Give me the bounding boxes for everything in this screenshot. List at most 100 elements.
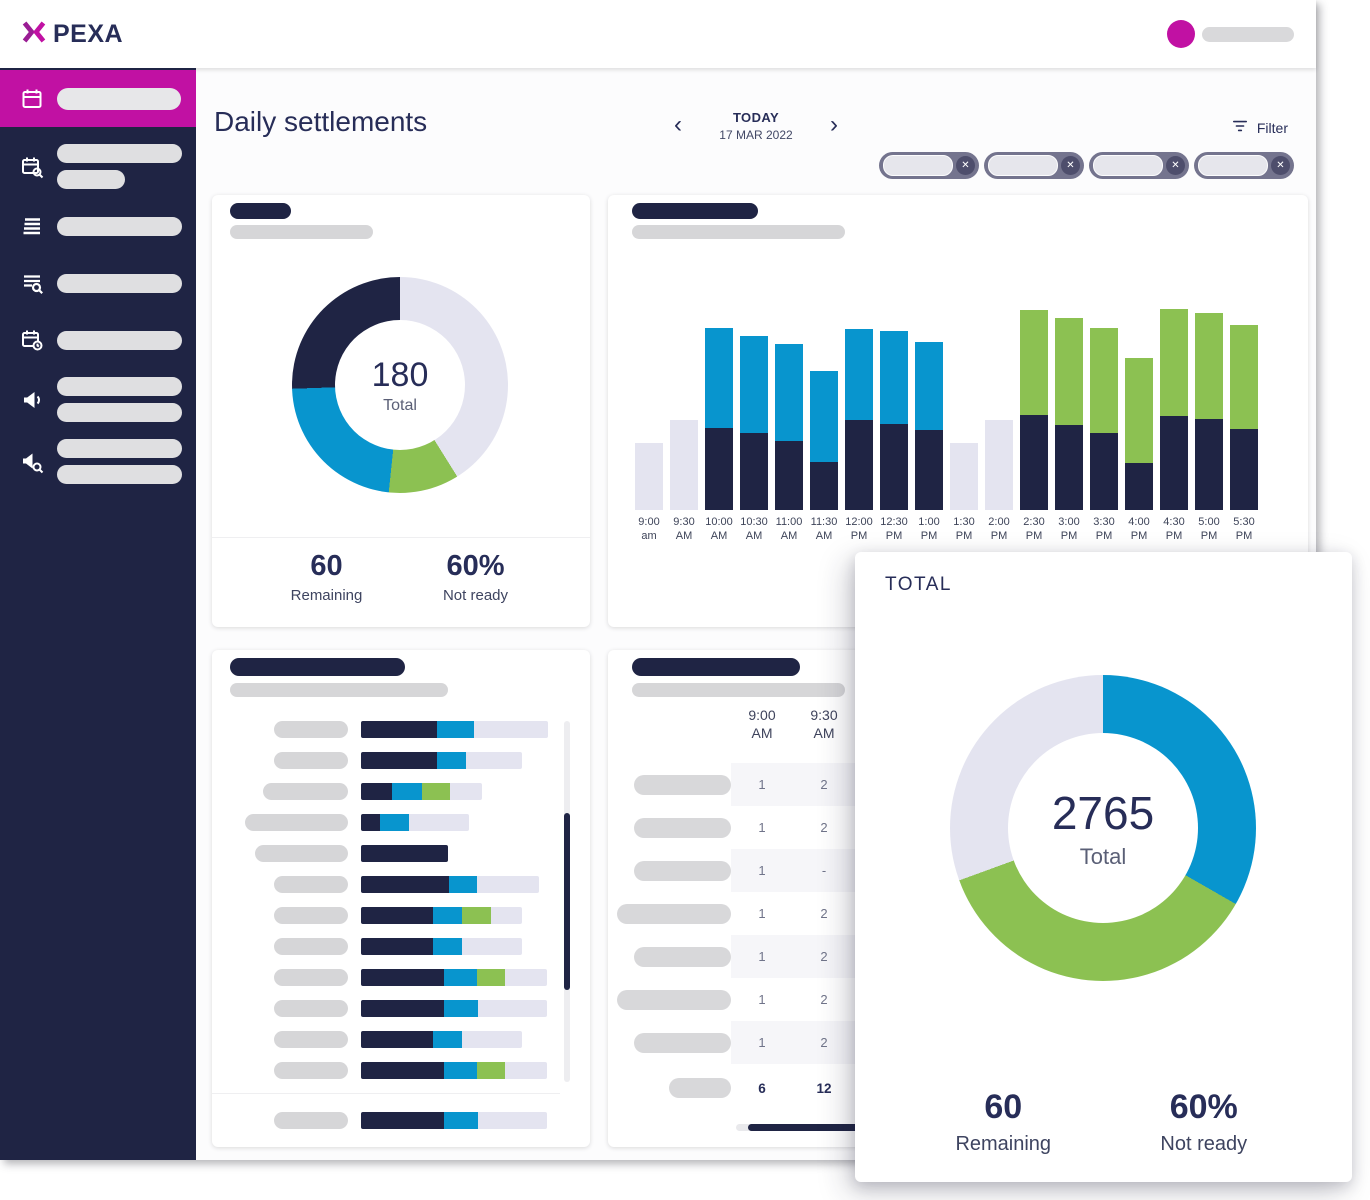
total-label-placeholder (669, 1078, 731, 1098)
bar-10:00-AM (705, 328, 733, 510)
hbar-segment-blue (444, 1000, 478, 1017)
row-label-placeholder (634, 1032, 731, 1053)
hbar-segment-navy (361, 752, 437, 769)
row-label-placeholder (263, 783, 348, 800)
table-cell: - (821, 863, 827, 878)
total-values: 6 12 (731, 1064, 1308, 1112)
hbar-segment-muted (491, 907, 522, 924)
sidebar-item-labels (57, 144, 182, 189)
donut-chart-total: 2765 Total (950, 675, 1256, 981)
x-axis-label-meridiem: PM (990, 530, 1008, 542)
hbar-row (212, 838, 560, 869)
chip-remove-button[interactable]: ✕ (1271, 156, 1290, 175)
sidebar-item-7[interactable] (0, 439, 196, 484)
not-ready-value: 60% (1169, 1088, 1238, 1126)
row-label-placeholder (634, 774, 731, 795)
chip-remove-button[interactable]: ✕ (1166, 156, 1185, 175)
bar-segment-navy (1230, 429, 1258, 510)
calendar-clock-icon (20, 328, 44, 352)
sidebar-item-3[interactable] (0, 206, 196, 246)
user-menu[interactable] (1167, 20, 1294, 48)
avatar[interactable] (1167, 20, 1195, 48)
table-total-cell: 12 (816, 1080, 832, 1096)
chip-remove-button[interactable]: ✕ (956, 156, 975, 175)
hbar-segment-blue (433, 938, 462, 955)
column-header: 9:00 AM (731, 706, 793, 742)
remaining-value: 60 (984, 1088, 1023, 1126)
card-title-placeholder (632, 203, 758, 219)
row-label-placeholder (274, 1031, 348, 1048)
hbar (361, 1031, 522, 1048)
filter-chip-1[interactable]: ✕ (879, 152, 979, 179)
bar-3:30-PM (1090, 328, 1118, 510)
filter-chip-3[interactable]: ✕ (1089, 152, 1189, 179)
x-axis-label: 4:30 PM (1160, 515, 1188, 543)
x-axis-label-time: 5:30 (1233, 516, 1255, 528)
x-axis-label-meridiem: AM (675, 530, 693, 542)
filter-chip-2[interactable]: ✕ (984, 152, 1084, 179)
x-axis-label-time: 12:30 (880, 516, 908, 528)
date-navigator: ‹ TODAY 17 MAR 2022 › (674, 110, 838, 142)
next-day-button[interactable]: › (830, 111, 838, 138)
row-label-zone (212, 752, 348, 769)
hbar (361, 814, 469, 831)
filter-button[interactable]: Filter (1231, 118, 1288, 137)
stat-remaining: 60 Remaining (903, 1076, 1104, 1156)
hbar-segment-blue (444, 1062, 477, 1079)
scrollbar-thumb[interactable] (564, 813, 570, 990)
sidebar-label-placeholder (57, 273, 182, 293)
sidebar-label-placeholder (57, 87, 181, 110)
logo-text: PEXA (53, 19, 124, 48)
bar-2:00-PM (985, 420, 1013, 510)
row-label-zone (212, 1062, 348, 1079)
prev-day-button[interactable]: ‹ (674, 111, 682, 138)
x-axis-label-meridiem: am (641, 530, 657, 542)
bar-segment-green (1230, 325, 1258, 429)
hbar-segment-muted (466, 752, 522, 769)
pexa-logo-icon (22, 20, 46, 48)
hbar-segment-blue (433, 1031, 462, 1048)
hbar (361, 876, 539, 893)
row-label-zone (212, 721, 348, 738)
overlay-stats: 60 Remaining 60% Not ready (855, 1076, 1352, 1156)
card-title-placeholder (230, 203, 291, 219)
row-label-placeholder (274, 969, 348, 986)
bar-segment-blue (880, 331, 908, 424)
x-axis-label-time: 10:00 (705, 516, 733, 528)
sidebar-item-5[interactable] (0, 320, 196, 360)
sidebar-label-placeholder (57, 377, 182, 396)
bar-9:30-AM (670, 420, 698, 510)
donut-total-value: 2765 (1051, 787, 1155, 839)
sidebar-item-4[interactable] (0, 263, 196, 303)
sidebar-item-1[interactable] (0, 70, 196, 127)
hbar-segment-navy (361, 1000, 444, 1017)
topbar: PEXA (0, 0, 1316, 68)
sidebar-item-6[interactable] (0, 377, 196, 422)
sidebar-label-placeholder (57, 330, 182, 350)
row-label-placeholder (274, 876, 348, 893)
hbar (361, 938, 522, 955)
bar-segment-blue (845, 329, 873, 420)
hbar-segment-muted (409, 814, 469, 831)
chip-value-placeholder (1198, 155, 1268, 176)
bar-segment-green (1195, 313, 1223, 419)
sidebar-item-labels (57, 273, 182, 293)
table-total-row: 6 12 (608, 1064, 1308, 1112)
row-label-placeholder (274, 1000, 348, 1017)
vertical-scrollbar[interactable] (564, 721, 570, 1082)
row-label-placeholder (617, 903, 731, 924)
donut-chart-daily: 180 Total (292, 277, 508, 493)
x-axis-label: 11:30 AM (810, 515, 838, 543)
sidebar-item-2[interactable] (0, 144, 196, 189)
hbar-segment-green (477, 969, 505, 986)
x-axis-label: 3:30 PM (1090, 515, 1118, 543)
hbar-segment-muted (477, 876, 539, 893)
hbar (361, 752, 522, 769)
row-label-zone (608, 774, 731, 795)
row-label-zone (608, 860, 731, 881)
filter-chip-4[interactable]: ✕ (1194, 152, 1294, 179)
stat-not-ready: 60% Not ready (1104, 1076, 1305, 1156)
chip-remove-button[interactable]: ✕ (1061, 156, 1080, 175)
